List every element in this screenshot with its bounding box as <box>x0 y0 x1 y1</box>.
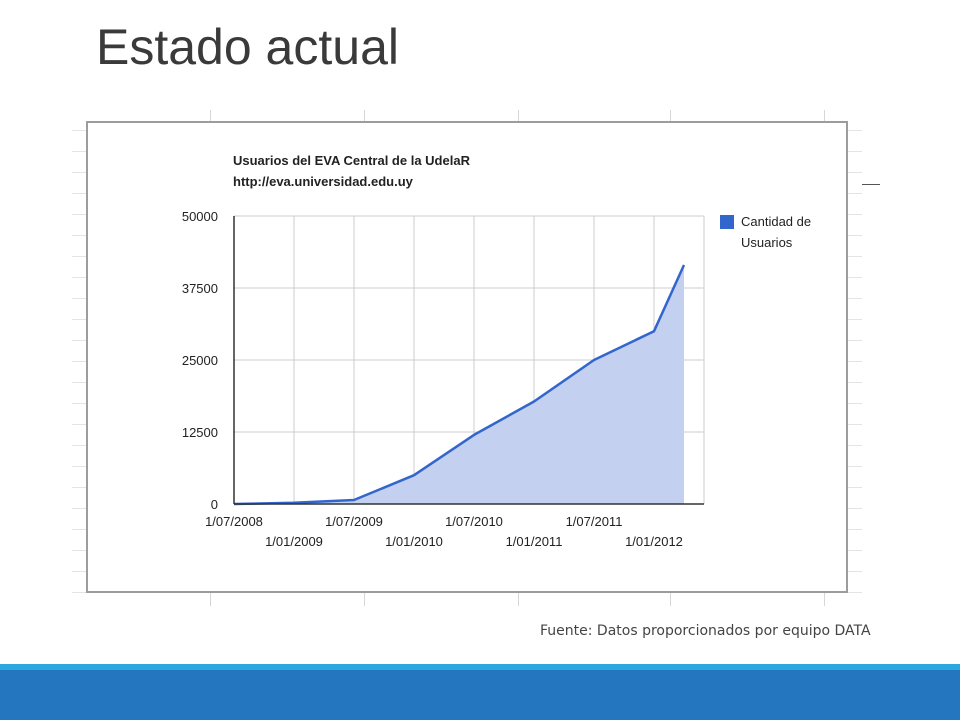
footer-accent-line <box>0 664 960 670</box>
x-tick-label: 1/01/2012 <box>625 534 683 549</box>
y-tick-label: 50000 <box>182 209 218 224</box>
source-note: Fuente: Datos proporcionados por equipo … <box>540 623 871 639</box>
y-tick-label: 12500 <box>182 425 218 440</box>
x-tick-label: 1/01/2009 <box>265 534 323 549</box>
x-tick-label: 1/01/2010 <box>385 534 443 549</box>
sheet-row-marker <box>862 184 880 185</box>
y-tick-label: 37500 <box>182 281 218 296</box>
series-area <box>234 265 684 504</box>
y-tick-label: 25000 <box>182 353 218 368</box>
x-tick-label: 1/07/2010 <box>445 514 503 529</box>
series-line <box>233 264 686 506</box>
chart-title: Usuarios del EVA Central de la UdelaR <box>233 153 471 168</box>
y-tick-label: 0 <box>211 497 218 512</box>
x-tick-label: 1/01/2011 <box>506 534 563 549</box>
legend-label: Usuarios <box>741 235 793 250</box>
chart-frame[interactable]: Usuarios del EVA Central de la UdelaR htt… <box>86 121 848 593</box>
x-tick-label: 1/07/2008 <box>205 514 263 529</box>
x-tick-label: 1/07/2011 <box>566 514 623 529</box>
footer-bar <box>0 670 960 720</box>
chart: Usuarios del EVA Central de la UdelaR htt… <box>182 153 811 549</box>
legend-label: Cantidad de <box>741 214 811 229</box>
legend-swatch <box>720 215 734 229</box>
slide-title: Estado actual <box>96 19 399 75</box>
chart-subtitle: http://eva.universidad.edu.uy <box>233 174 414 189</box>
x-tick-label: 1/07/2009 <box>325 514 383 529</box>
